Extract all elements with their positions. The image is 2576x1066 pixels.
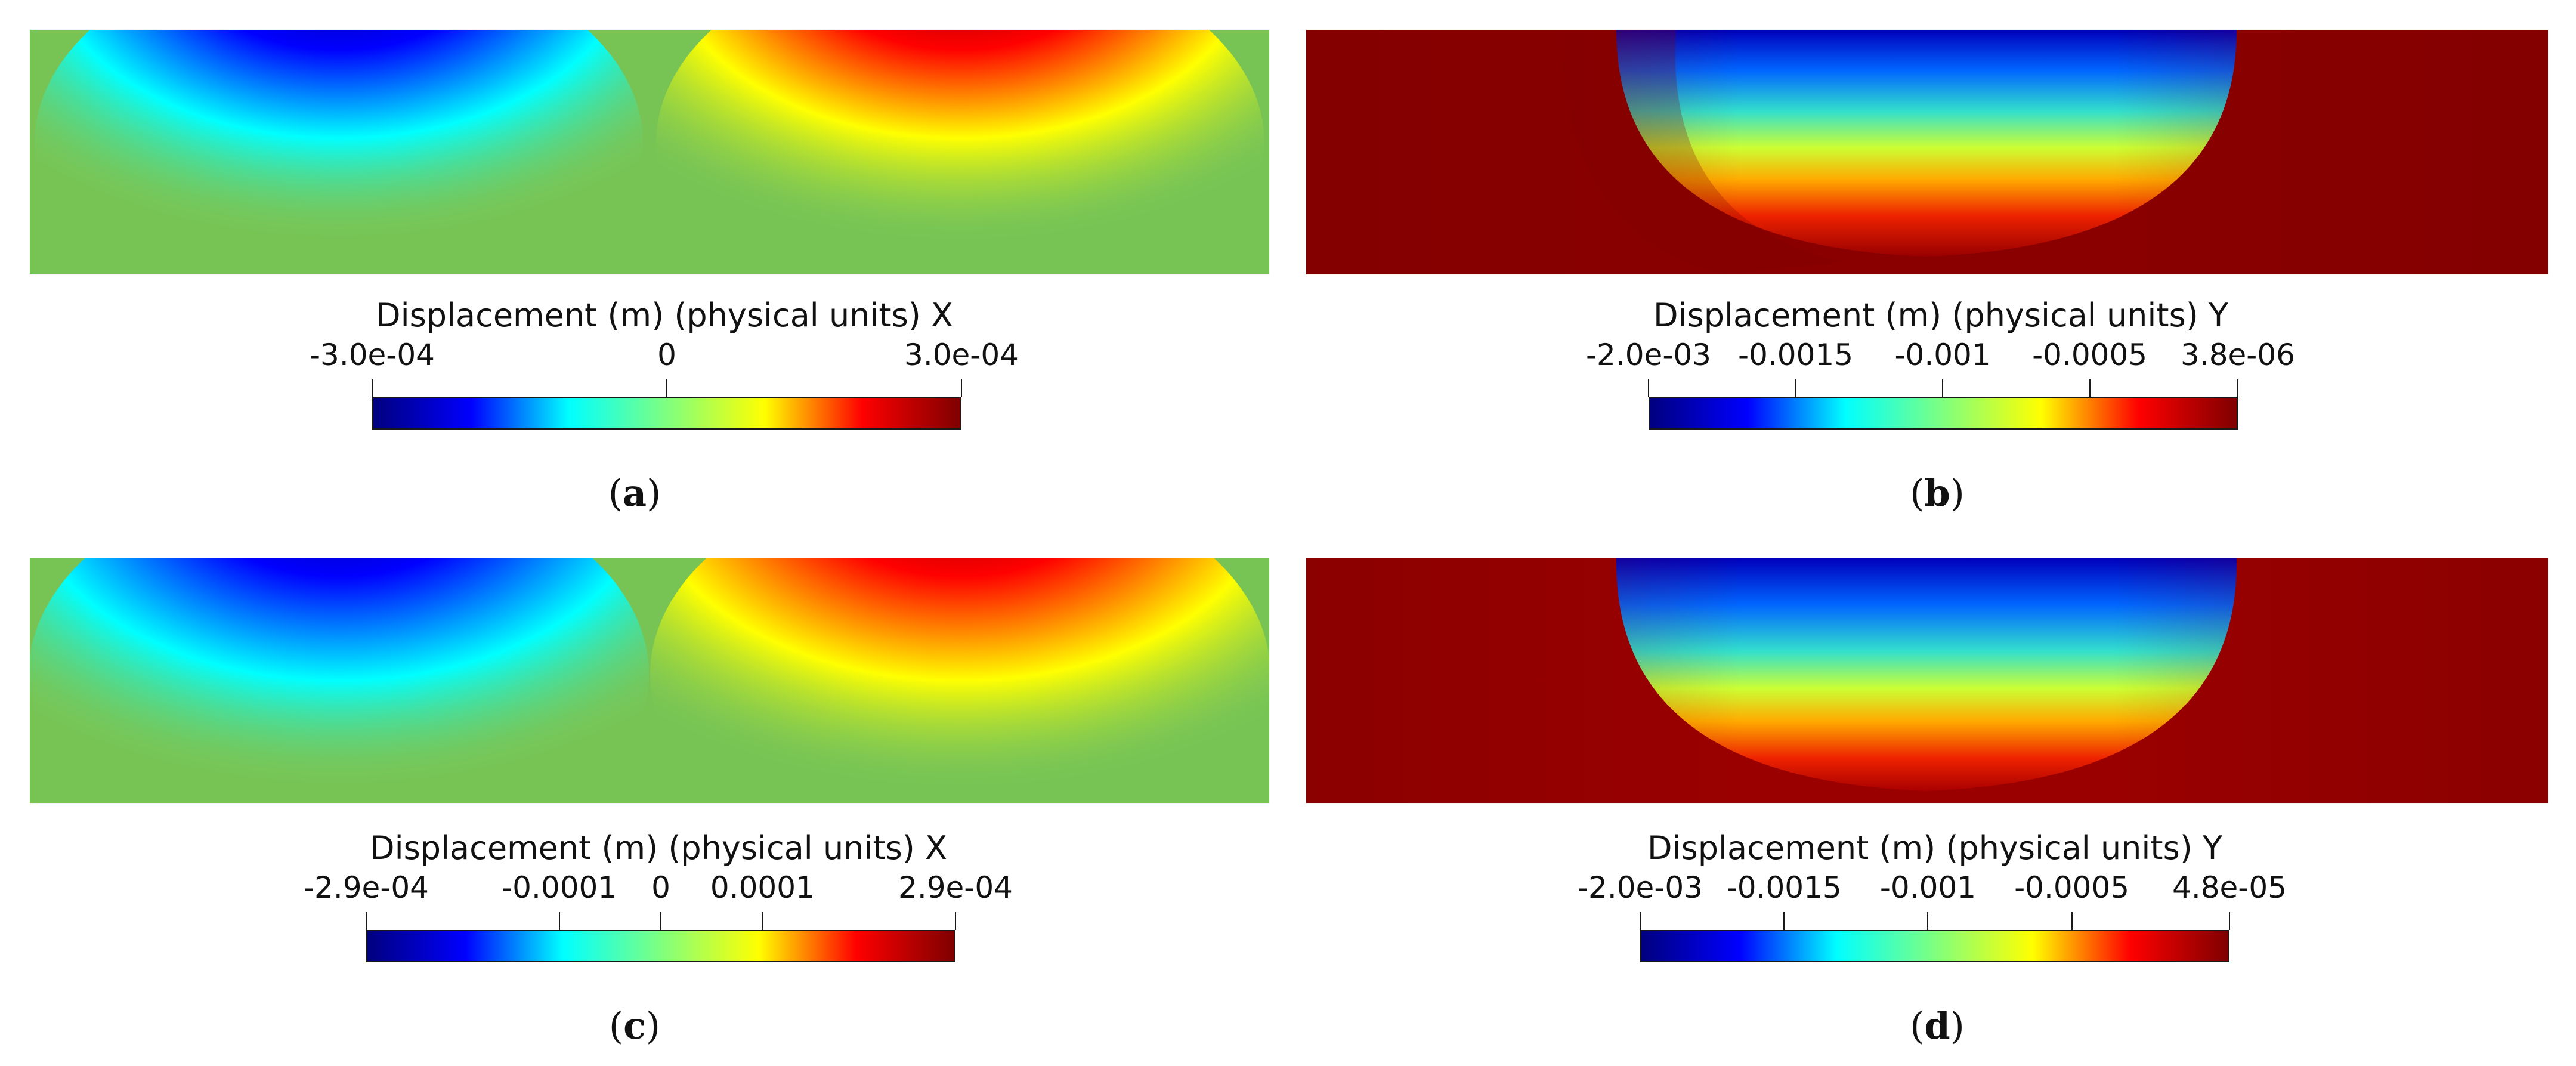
panel-caption: (a) xyxy=(608,471,661,515)
tick-label: -0.0015 xyxy=(1738,338,1854,372)
field-plot-c xyxy=(30,558,1269,803)
tick-mark xyxy=(2071,912,2073,930)
tick-label: -2.9e-04 xyxy=(304,870,429,905)
negative-lobe xyxy=(30,558,649,803)
tick-label: 4.8e-05 xyxy=(2172,870,2287,905)
tick-mark xyxy=(2229,912,2230,930)
tick-mark xyxy=(1927,912,1929,930)
tick-label: 0 xyxy=(651,870,670,905)
panel-caption: (d) xyxy=(1910,1004,1965,1048)
positive-lobe xyxy=(656,30,1264,274)
tick-label: 3.0e-04 xyxy=(904,338,1019,372)
positive-lobe xyxy=(650,558,1269,803)
tick-label: -2.0e-03 xyxy=(1586,338,1711,372)
tick-mark xyxy=(955,912,956,930)
tick-mark xyxy=(1942,379,1944,397)
tick-mark xyxy=(558,912,560,930)
field-x-svg xyxy=(30,30,1269,274)
tick-mark xyxy=(366,912,367,930)
field-plot-a xyxy=(30,30,1269,274)
tick-label: 2.9e-04 xyxy=(898,870,1013,905)
tick-mark xyxy=(1648,379,1649,397)
tick-mark xyxy=(666,379,667,397)
tick-label: -0.0015 xyxy=(1726,870,1842,905)
tick-label: 0.0001 xyxy=(710,870,815,905)
tick-label: 0 xyxy=(657,338,676,372)
tick-mark xyxy=(2237,379,2238,397)
panel-caption: (c) xyxy=(608,1004,661,1048)
negative-lobe xyxy=(35,30,643,274)
colorbar xyxy=(372,397,961,430)
tick-mark xyxy=(660,912,661,930)
tick-label: 3.8e-06 xyxy=(2181,338,2295,372)
tick-label: -0.001 xyxy=(1894,338,1991,372)
tick-label: -2.0e-03 xyxy=(1578,870,1703,905)
panel-caption: (b) xyxy=(1910,471,1965,515)
field-y-svg xyxy=(1306,30,2548,274)
tick-mark xyxy=(1640,912,1641,930)
tick-mark xyxy=(762,912,763,930)
field-plot-d xyxy=(1306,558,2548,803)
colorbar xyxy=(1649,397,2238,430)
tick-label: -0.0001 xyxy=(502,870,617,905)
tick-mark xyxy=(1783,912,1785,930)
colorbar xyxy=(366,930,955,962)
field-plot-b xyxy=(1306,30,2548,274)
colorbar-title: Displacement (m) (physical units) X xyxy=(370,829,947,867)
tick-mark xyxy=(961,379,962,397)
tick-label: -0.0005 xyxy=(2014,870,2130,905)
panel-b: Displacement (m) (physical units) Y (b) … xyxy=(1288,0,2576,533)
field-y-svg xyxy=(1306,558,2548,803)
colorbar-title: Displacement (m) (physical units) X xyxy=(376,296,953,334)
colorbar-title: Displacement (m) (physical units) Y xyxy=(1653,296,2228,334)
tick-label: -3.0e-04 xyxy=(310,338,435,372)
tick-label: -0.0005 xyxy=(2032,338,2148,372)
panel-d: Displacement (m) (physical units) Y (d) … xyxy=(1288,533,2576,1065)
colorbar-title: Displacement (m) (physical units) Y xyxy=(1647,829,2222,867)
tick-mark xyxy=(372,379,373,397)
tick-label: -0.001 xyxy=(1879,870,1977,905)
panel-a: Displacement (m) (physical units) X (a) … xyxy=(0,0,1288,533)
field-x-svg xyxy=(30,558,1269,803)
tick-mark xyxy=(1795,379,1796,397)
colorbar xyxy=(1640,930,2229,962)
panel-c: Displacement (m) (physical units) X (c) … xyxy=(0,533,1288,1065)
tick-mark xyxy=(2089,379,2091,397)
